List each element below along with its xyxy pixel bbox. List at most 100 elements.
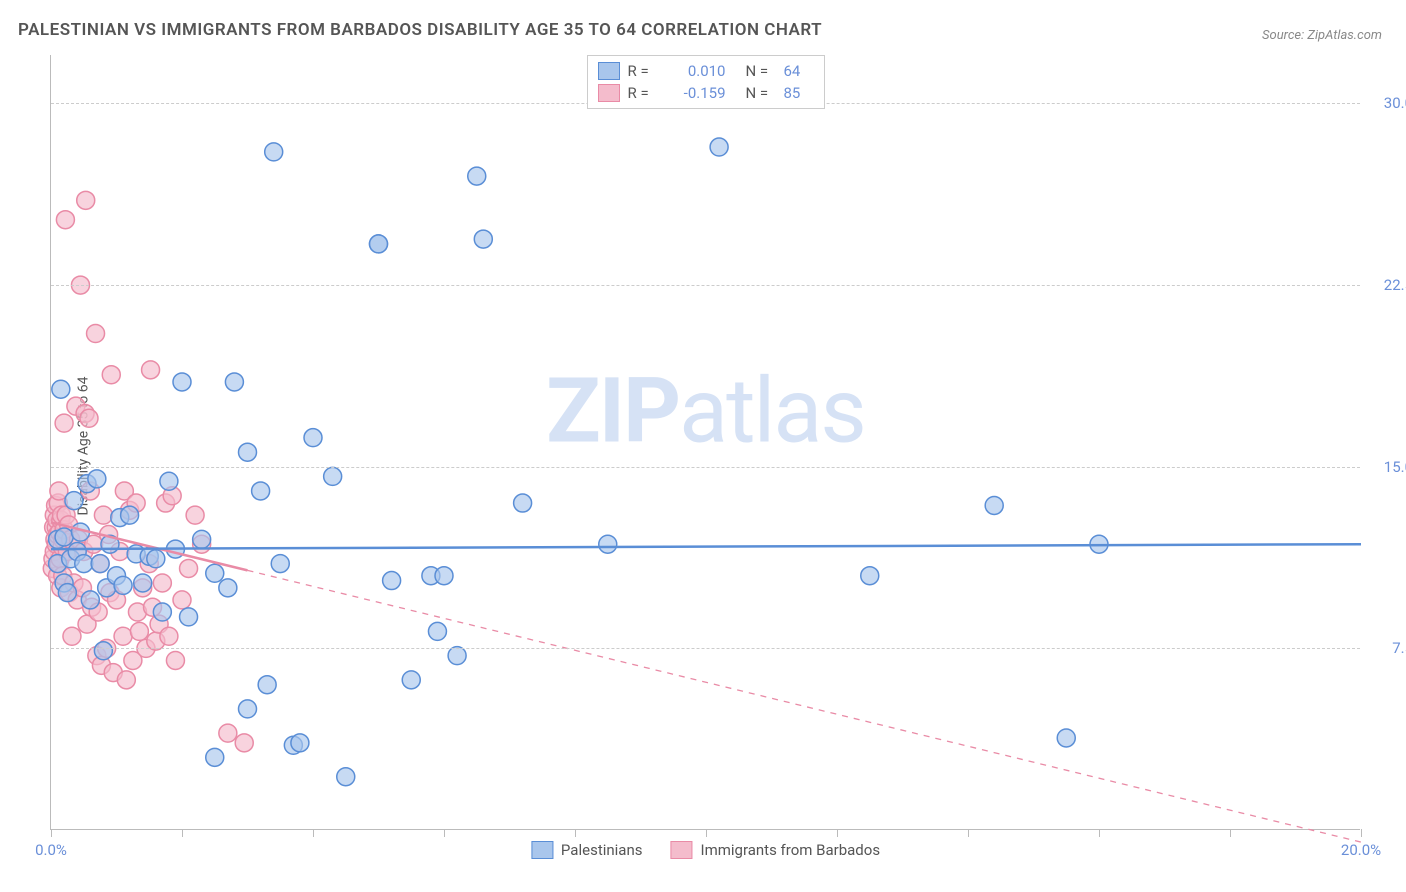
data-point <box>206 564 224 582</box>
data-point <box>193 530 211 548</box>
x-tick <box>51 829 52 837</box>
legend-text-1: Palestinians <box>561 841 643 859</box>
data-point <box>219 724 237 742</box>
data-point <box>94 506 112 524</box>
x-tick <box>837 829 838 837</box>
data-point <box>514 494 532 512</box>
data-point <box>710 138 728 156</box>
data-point <box>173 591 191 609</box>
n-label-2: N = <box>746 84 776 102</box>
x-tick <box>1361 829 1362 837</box>
data-point <box>252 482 270 500</box>
data-point <box>402 671 420 689</box>
data-point <box>88 470 106 488</box>
data-point <box>160 472 178 490</box>
data-point <box>180 559 198 577</box>
data-point <box>468 167 486 185</box>
legend-text-2: Immigrants from Barbados <box>700 841 880 859</box>
data-point <box>91 555 109 573</box>
data-point <box>114 576 132 594</box>
data-point <box>147 550 165 568</box>
x-tick <box>182 829 183 837</box>
data-point <box>65 492 83 510</box>
plot-svg <box>51 55 1360 829</box>
data-point <box>153 574 171 592</box>
data-point <box>52 380 70 398</box>
legend-item-1: Palestinians <box>531 841 643 859</box>
x-tick <box>1099 829 1100 837</box>
data-point <box>166 651 184 669</box>
legend-swatch-blue-2 <box>531 841 553 859</box>
x-tick-label: 0.0% <box>35 841 67 859</box>
data-point <box>121 506 139 524</box>
data-point <box>474 230 492 248</box>
data-point <box>370 235 388 253</box>
y-tick-label: 22.5% <box>1384 276 1406 294</box>
data-point <box>80 409 98 427</box>
y-tick-label: 30.0% <box>1384 94 1406 112</box>
data-point <box>1057 729 1075 747</box>
data-point <box>337 768 355 786</box>
data-point <box>87 325 105 343</box>
data-point <box>142 361 160 379</box>
data-point <box>134 574 152 592</box>
data-point <box>265 143 283 161</box>
x-tick <box>444 829 445 837</box>
data-point <box>55 414 73 432</box>
chart-container: PALESTINIAN VS IMMIGRANTS FROM BARBADOS … <box>0 0 1406 892</box>
data-point <box>102 366 120 384</box>
r-label-1: R = <box>628 62 658 80</box>
correlation-legend: R = 0.010 N = 64 R = -0.159 N = 85 <box>587 55 825 109</box>
data-point <box>239 443 257 461</box>
data-point <box>324 467 342 485</box>
plot-area: ZIPatlas R = 0.010 N = 64 R = -0.159 N =… <box>50 55 1360 830</box>
legend-row-1: R = 0.010 N = 64 <box>598 60 814 82</box>
data-point <box>114 627 132 645</box>
legend-swatch-pink-2 <box>670 841 692 859</box>
r-label-2: R = <box>628 84 658 102</box>
y-tick-label: 7.5% <box>1392 639 1406 657</box>
data-point <box>225 373 243 391</box>
r-value-1: 0.010 <box>666 62 726 80</box>
data-point <box>81 591 99 609</box>
data-point <box>219 579 237 597</box>
x-tick <box>313 829 314 837</box>
data-point <box>56 211 74 229</box>
chart-title: PALESTINIAN VS IMMIGRANTS FROM BARBADOS … <box>18 20 822 40</box>
legend-item-2: Immigrants from Barbados <box>670 841 880 859</box>
data-point <box>206 748 224 766</box>
x-tick <box>706 829 707 837</box>
data-point <box>180 608 198 626</box>
trend-line-dashed <box>248 570 1362 842</box>
data-point <box>94 642 112 660</box>
x-tick <box>1230 829 1231 837</box>
data-point <box>235 734 253 752</box>
data-point <box>63 627 81 645</box>
data-point <box>75 555 93 573</box>
data-point <box>160 627 178 645</box>
legend-row-2: R = -0.159 N = 85 <box>598 82 814 104</box>
data-point <box>186 506 204 524</box>
data-point <box>173 373 191 391</box>
gridline <box>51 285 1360 286</box>
data-point <box>599 535 617 553</box>
data-point <box>258 676 276 694</box>
n-value-2: 85 <box>784 84 814 102</box>
r-value-2: -0.159 <box>666 84 726 102</box>
data-point <box>58 584 76 602</box>
legend-swatch-blue <box>598 62 620 80</box>
source-label: Source: ZipAtlas.com <box>1262 28 1382 43</box>
data-point <box>239 700 257 718</box>
data-point <box>861 567 879 585</box>
data-point <box>271 555 289 573</box>
data-point <box>383 572 401 590</box>
gridline <box>51 648 1360 649</box>
x-tick <box>575 829 576 837</box>
gridline <box>51 467 1360 468</box>
n-label-1: N = <box>746 62 776 80</box>
data-point <box>304 429 322 447</box>
data-point <box>55 528 73 546</box>
series-legend: Palestinians Immigrants from Barbados <box>531 841 880 859</box>
data-point <box>77 191 95 209</box>
x-tick-label: 20.0% <box>1341 841 1381 859</box>
